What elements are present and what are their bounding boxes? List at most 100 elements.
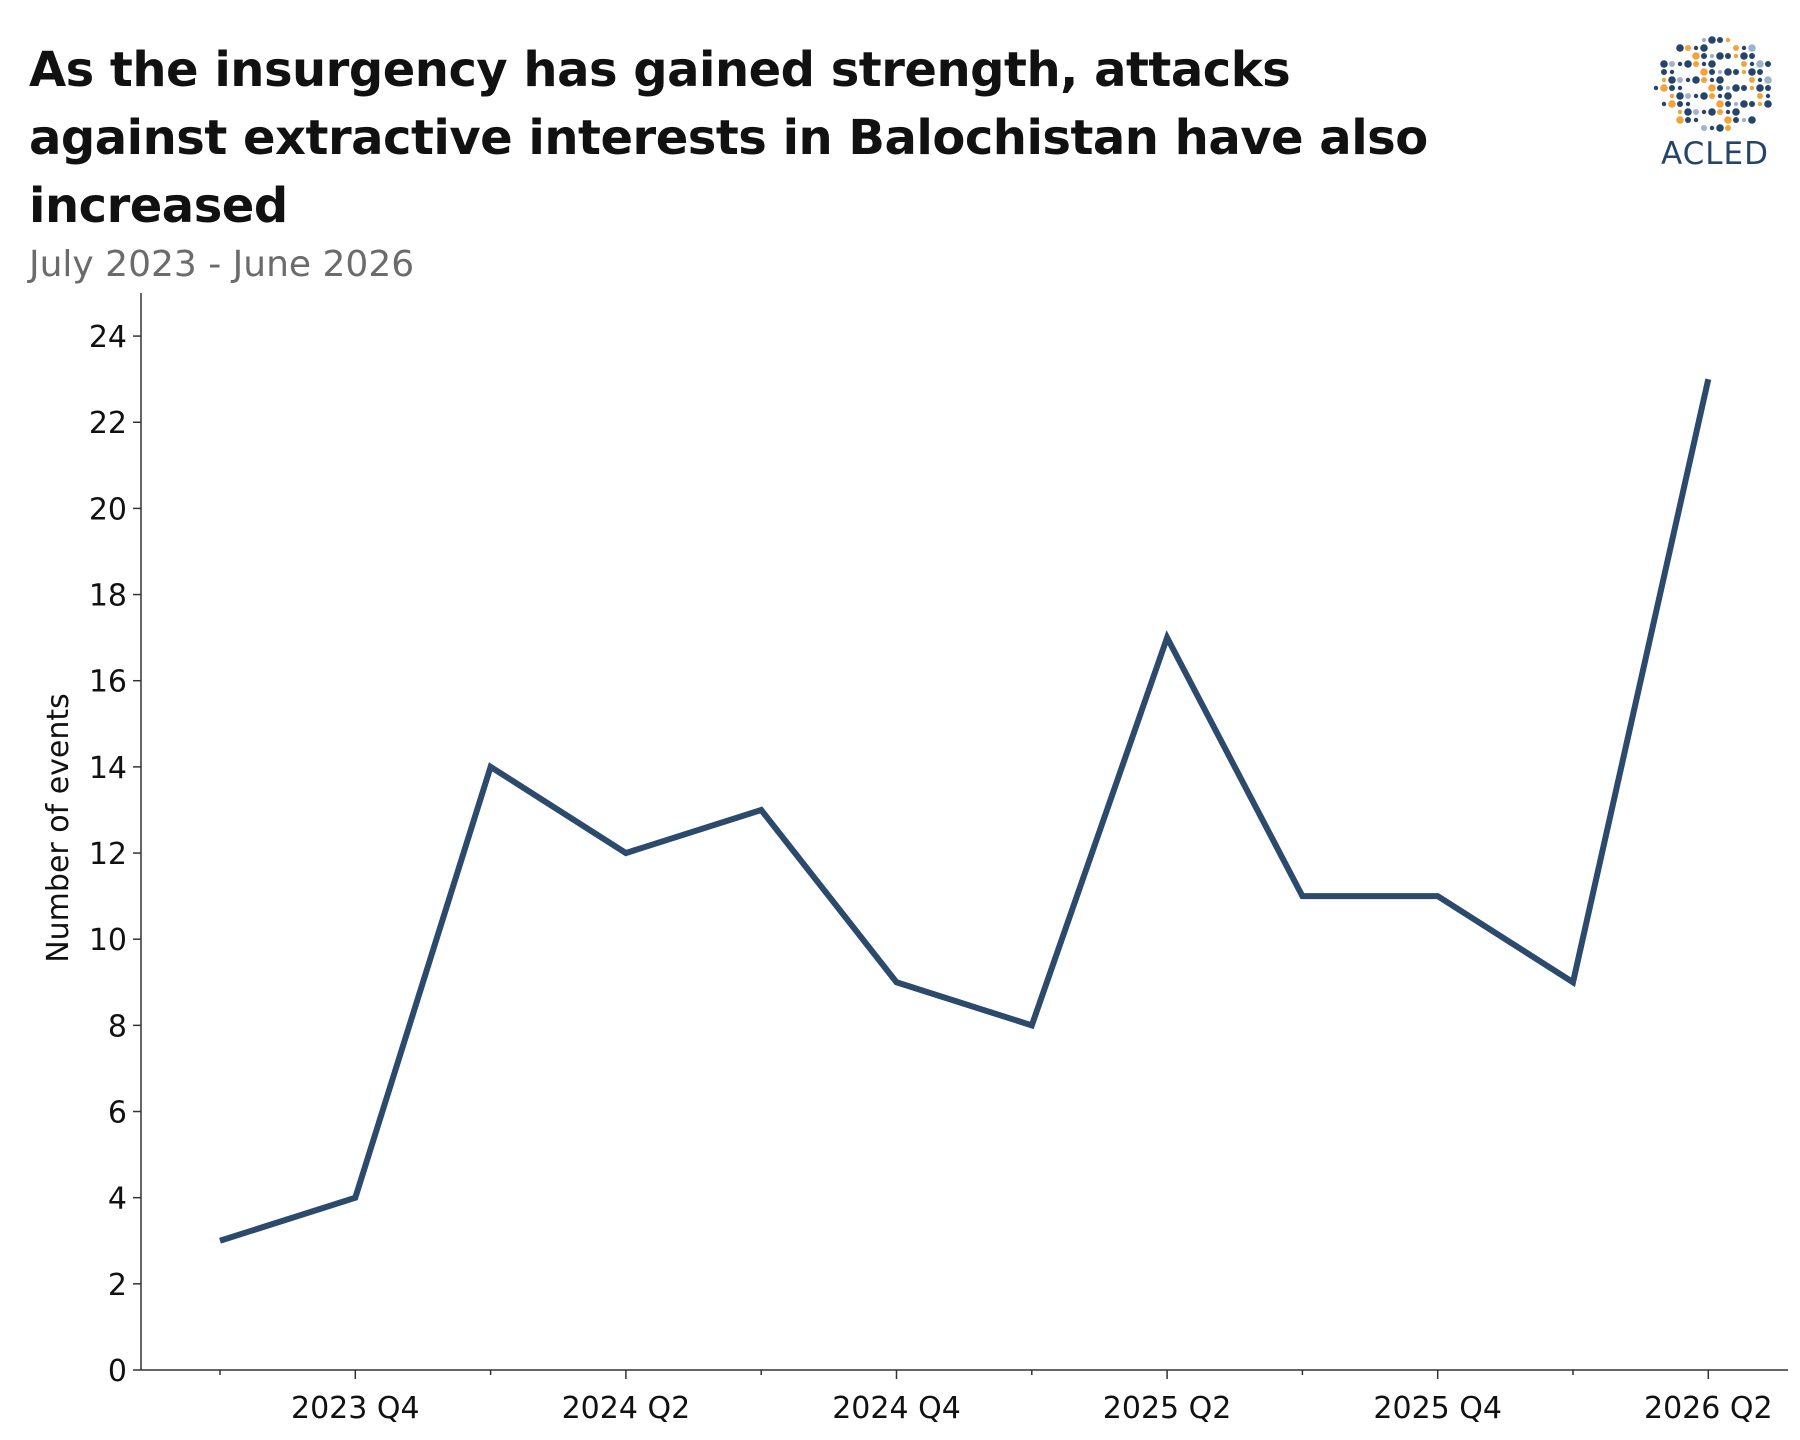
logo-dot (1701, 125, 1707, 131)
logo-dot (1725, 85, 1731, 91)
logo-dot (1717, 93, 1723, 99)
y-tick-label: 6 (108, 1096, 127, 1131)
logo-dot (1724, 116, 1732, 124)
logo-dot (1693, 109, 1699, 115)
logo-dot (1756, 84, 1764, 92)
logo-dot (1669, 69, 1675, 75)
logo-dot (1701, 61, 1707, 67)
logo-dot (1684, 60, 1692, 68)
logo-dot (1733, 101, 1739, 107)
logo-dot (1668, 100, 1676, 108)
logo-dot (1749, 101, 1755, 107)
logo-dot (1749, 53, 1755, 59)
logo-dot (1709, 125, 1715, 131)
logo-dot (1677, 77, 1683, 83)
logo-dot (1732, 108, 1740, 116)
logo-dot (1748, 68, 1756, 76)
logo-dot (1717, 85, 1723, 91)
logo-dot (1765, 85, 1771, 91)
logo-dot (1677, 61, 1683, 67)
y-tick-label: 14 (89, 751, 127, 786)
logo-dot (1764, 100, 1772, 108)
logo-dot (1757, 77, 1763, 83)
logo-dot (1765, 93, 1771, 99)
logo-dot (1725, 109, 1731, 115)
logo-dot (1740, 100, 1748, 108)
chart-subtitle: July 2023 - June 2026 (29, 244, 415, 285)
logo-dot (1669, 85, 1675, 91)
logo-dot (1716, 52, 1724, 60)
logo-dot (1669, 61, 1675, 67)
logo-dot (1749, 85, 1755, 91)
logo-dot (1661, 101, 1667, 107)
logo-dot (1724, 68, 1732, 76)
y-tick-label: 8 (108, 1009, 127, 1044)
logo-dot (1748, 44, 1756, 52)
logo-dot (1748, 116, 1756, 124)
logo-dot (1677, 101, 1683, 107)
chart-header: As the insurgency has gained strength, a… (29, 36, 1579, 288)
logo-dot (1741, 45, 1747, 51)
acled-logo: ACLED (1650, 34, 1780, 179)
y-tick-label: 22 (89, 406, 127, 441)
logo-dot (1693, 45, 1699, 51)
logo-text: ACLED (1660, 136, 1770, 172)
logo-dot (1717, 69, 1723, 75)
logo-dot (1741, 69, 1747, 75)
y-tick-label: 20 (89, 492, 127, 527)
x-tick-label: 2026 Q2 (1644, 1391, 1773, 1426)
logo-dot (1733, 45, 1739, 51)
logo-dot (1661, 77, 1667, 83)
logo-dot (1757, 101, 1763, 107)
logo-dot (1709, 69, 1715, 75)
logo-dot (1741, 117, 1747, 123)
logo-dot (1669, 93, 1675, 99)
logo-dot (1733, 69, 1739, 75)
y-tick-label: 16 (89, 665, 127, 700)
logo-dot (1701, 77, 1707, 83)
logo-dot (1725, 125, 1731, 131)
logo-dot (1700, 44, 1708, 52)
logo-dot (1676, 116, 1684, 124)
logo-dot (1756, 60, 1764, 68)
logo-dot (1708, 84, 1716, 92)
series-line (219, 378, 1712, 1244)
logo-dot (1693, 93, 1699, 99)
logo-dot (1725, 101, 1731, 107)
logo-dot (1685, 93, 1691, 99)
logo-dot (1757, 69, 1763, 75)
logo-dot (1764, 76, 1772, 84)
logo-dot (1701, 109, 1707, 115)
logo-dot (1700, 68, 1708, 76)
logo-dot (1685, 101, 1691, 107)
logo-dot (1717, 109, 1723, 115)
logo-dot (1653, 85, 1659, 91)
x-tick-label: 2024 Q4 (832, 1391, 961, 1426)
logo-dot (1700, 92, 1708, 100)
logo-dot (1692, 76, 1700, 84)
logo-dot (1749, 61, 1755, 67)
logo-dot (1708, 60, 1716, 68)
x-axis: 2023 Q4 2024 Q2 2024 Q4 2025 Q2 2025 Q4 2026 … (141, 1369, 1788, 1426)
logo-dot (1685, 77, 1691, 83)
logo-dot (1668, 76, 1676, 84)
logo-dot (1717, 37, 1723, 43)
logo-dot (1741, 85, 1747, 91)
logo-dot (1765, 61, 1771, 67)
y-tick-label: 10 (89, 923, 127, 958)
chart-title: As the insurgency has gained strength, a… (29, 42, 1428, 234)
logo-dot (1740, 52, 1748, 60)
logo-dot (1677, 85, 1683, 91)
y-tick-label: 24 (89, 320, 127, 355)
logo-dot (1757, 93, 1763, 99)
logo-dot (1733, 53, 1739, 59)
logo-dot (1684, 108, 1692, 116)
y-tick-label: 2 (108, 1268, 127, 1303)
logo-dot (1749, 77, 1755, 83)
logo-dot (1725, 53, 1731, 59)
logo-dot (1661, 69, 1667, 75)
x-tick-label: 2023 Q4 (291, 1391, 420, 1426)
logo-dot (1701, 37, 1707, 43)
